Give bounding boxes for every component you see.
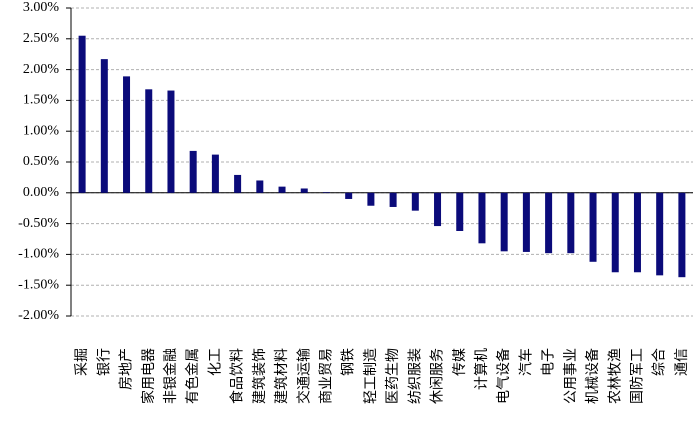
x-tick-label: 公用事业	[563, 348, 579, 404]
x-tick-label: 休闲服务	[430, 348, 446, 404]
bar	[567, 192, 575, 254]
bar	[345, 192, 353, 199]
bar	[633, 192, 641, 273]
x-tick-label: 化工	[207, 348, 223, 376]
x-tick-label: 采掘	[74, 348, 90, 376]
x-tick-label: 纺织服装	[407, 348, 423, 404]
bar	[434, 192, 442, 227]
bar	[367, 192, 375, 206]
bar	[256, 180, 264, 193]
bar	[500, 192, 508, 252]
x-tick-label: 轻工制造	[363, 348, 379, 404]
bar	[234, 174, 242, 193]
x-tick-label: 通信	[674, 348, 690, 376]
bar	[656, 192, 664, 276]
x-tick-label: 综合	[652, 348, 668, 376]
bar	[211, 154, 219, 193]
bar	[522, 192, 530, 252]
bar	[123, 76, 131, 193]
x-tick-label: 钢铁	[341, 348, 357, 376]
y-tick-label: -1.00%	[18, 247, 59, 262]
y-tick-label: -1.50%	[18, 277, 59, 292]
x-tick-label: 家用电器	[140, 348, 157, 404]
bar	[545, 192, 553, 254]
bar	[611, 192, 619, 273]
x-tick-label: 银行	[96, 348, 112, 376]
bar	[389, 192, 397, 207]
bar	[278, 186, 286, 193]
x-tick-label: 电气设备	[495, 348, 512, 404]
x-tick-label: 非银金融	[163, 348, 179, 404]
y-tick-label: -2.00%	[18, 308, 59, 323]
bar	[189, 150, 197, 193]
x-tick-label: 国防军工	[629, 348, 645, 404]
x-tick-label: 房地产	[119, 348, 135, 390]
x-tick-label: 农林牧渔	[607, 348, 623, 404]
x-tick-label: 商业贸易	[318, 348, 334, 404]
bar	[167, 90, 175, 193]
y-tick-label: -0.50%	[18, 216, 59, 231]
x-tick-label: 有色金属	[184, 348, 201, 404]
bar	[478, 192, 486, 244]
bar	[411, 192, 419, 211]
x-tick-label: 建筑材料	[274, 348, 290, 404]
bar	[78, 35, 86, 193]
y-tick-label: 2.50%	[23, 31, 60, 46]
x-tick-label: 机械设备	[584, 348, 601, 404]
y-tick-label: 1.50%	[23, 93, 60, 108]
x-tick-label: 交通运输	[295, 348, 312, 404]
bar	[322, 192, 330, 193]
x-tick-label: 食品饮料	[229, 348, 246, 404]
x-tick-label: 电子	[541, 348, 557, 376]
x-tick-label: 计算机	[474, 348, 490, 390]
bar	[456, 192, 464, 231]
bar	[145, 89, 153, 193]
y-tick-label: 3.00%	[23, 0, 60, 15]
y-tick-label: 1.00%	[23, 123, 60, 138]
bar	[300, 188, 308, 193]
x-tick-label: 汽车	[517, 348, 534, 376]
x-tick-label: 传媒	[452, 348, 468, 376]
y-tick-label: 0.00%	[23, 185, 60, 200]
y-tick-label: 0.50%	[23, 154, 60, 169]
x-tick-label: 建筑装饰	[252, 348, 268, 404]
bar	[100, 59, 108, 193]
bar	[678, 192, 686, 278]
x-tick-label: 医药生物	[385, 348, 401, 404]
y-tick-label: 2.00%	[23, 62, 60, 77]
bar	[589, 192, 597, 262]
